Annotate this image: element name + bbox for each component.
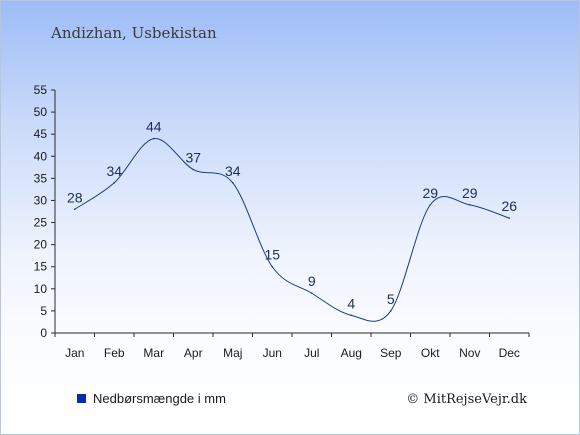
x-tick-label: Dec (499, 346, 520, 360)
data-point (429, 204, 432, 206)
data-label: 34 (225, 163, 241, 179)
y-tick-label: 15 (34, 260, 48, 274)
x-tick-label: Apr (184, 346, 203, 360)
y-tick-label: 0 (40, 326, 47, 340)
data-label: 34 (106, 163, 122, 179)
data-point (508, 217, 511, 219)
data-label: 28 (67, 189, 83, 205)
data-label: 29 (422, 185, 438, 201)
legend: Nedbørsmængde i mm (77, 391, 226, 406)
x-tick-label: Aug (341, 346, 362, 360)
data-label: 5 (387, 291, 395, 307)
data-label: 9 (308, 273, 316, 289)
data-point (113, 181, 116, 184)
y-tick-label: 50 (34, 105, 48, 119)
data-label: 29 (462, 185, 478, 201)
chart-title: Andizhan, Usbekistan (50, 24, 217, 42)
copyright-notice: © MitRejseVejr.dk (406, 392, 527, 407)
data-label: 26 (501, 198, 517, 214)
data-point (231, 181, 234, 184)
data-point (152, 137, 155, 140)
y-tick-label: 30 (34, 193, 48, 207)
data-point (73, 208, 76, 211)
y-tick-label: 25 (34, 216, 48, 230)
y-tick-label: 10 (34, 282, 48, 296)
legend-label: Nedbørsmængde i mm (93, 391, 226, 406)
x-tick-label: Jan (65, 346, 84, 360)
x-tick-label: Maj (223, 346, 242, 360)
y-tick-label: 55 (34, 83, 48, 97)
data-point (350, 314, 353, 317)
data-label: 44 (146, 119, 162, 135)
data-label: 4 (347, 295, 355, 311)
data-label: 37 (185, 150, 201, 166)
x-tick-label: Sep (380, 346, 402, 360)
y-tick-label: 35 (34, 171, 48, 185)
legend-swatch (77, 394, 86, 403)
data-point (310, 292, 313, 295)
x-tick-label: Jun (263, 346, 282, 360)
y-tick-label: 45 (34, 127, 48, 141)
x-tick-label: Okt (421, 346, 440, 360)
data-point (468, 204, 471, 206)
data-point (271, 265, 274, 268)
series-group (74, 138, 510, 322)
data-point (389, 310, 392, 312)
data-point (192, 168, 195, 171)
x-tick-label: Jul (304, 346, 319, 360)
precipitation-line (74, 138, 510, 322)
x-tick-label: Mar (143, 346, 164, 360)
data-labels: 28 34 44 37 34 15 9 4 5 29 29 26 (67, 119, 517, 317)
y-tick-label: 20 (34, 238, 48, 252)
x-tick-label: Feb (104, 346, 125, 360)
y-tick-label: 5 (40, 304, 47, 318)
x-tick-label: Nov (459, 346, 480, 360)
data-label: 15 (264, 247, 280, 263)
y-tick-label: 40 (34, 149, 48, 163)
